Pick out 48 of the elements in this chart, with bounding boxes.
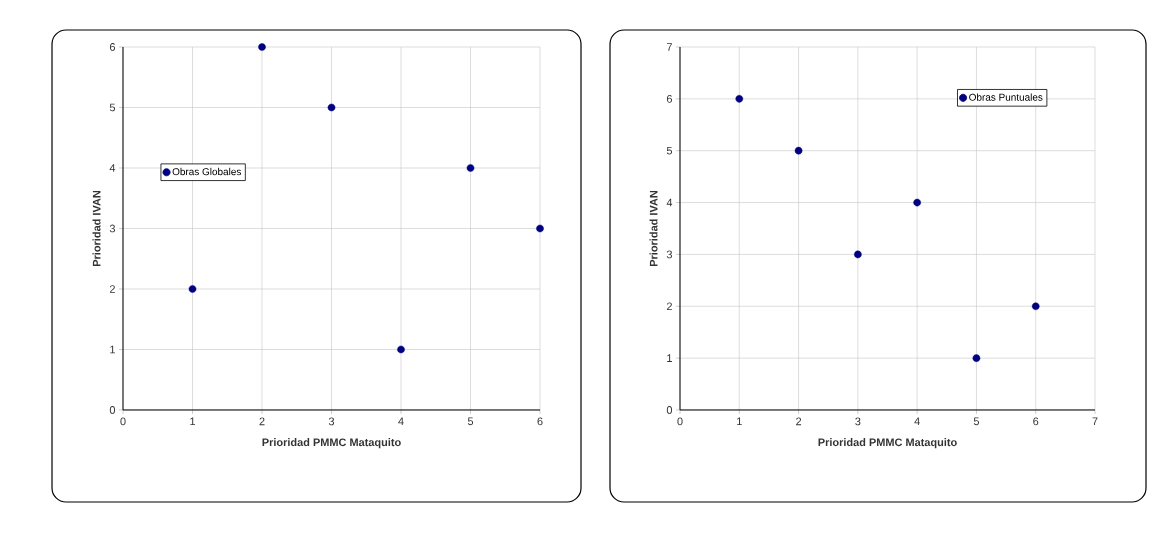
legend-label: Obras Globales xyxy=(172,167,241,176)
point xyxy=(536,224,544,233)
x-axis-title: Prioridad PMMC Mataquito xyxy=(818,438,957,449)
x-tick-label: 5 xyxy=(467,417,474,426)
x-tick-label: 3 xyxy=(855,417,861,426)
y-tick-label: 6 xyxy=(666,94,673,103)
y-axis-title: Prioridad IVAN xyxy=(92,190,101,267)
point xyxy=(188,285,197,293)
y-tick-label: 2 xyxy=(109,285,115,293)
x-tick-label: 2 xyxy=(259,417,265,426)
y-tick-label: 4 xyxy=(666,198,673,207)
x-tick-label: 6 xyxy=(537,417,543,426)
point xyxy=(466,164,475,172)
point xyxy=(794,146,803,155)
point xyxy=(913,198,921,207)
y-tick-label: 0 xyxy=(666,406,673,414)
y-tick-label: 3 xyxy=(666,250,673,259)
y-tick-label: 1 xyxy=(110,345,115,354)
y-tick-label: 5 xyxy=(109,103,116,112)
point xyxy=(735,95,744,103)
x-tick-label: 1 xyxy=(190,417,196,426)
point xyxy=(327,103,336,112)
point xyxy=(972,354,981,362)
point xyxy=(397,345,405,354)
y-tick-label: 6 xyxy=(109,43,116,51)
y-axis-title: Prioridad IVAN xyxy=(649,190,658,267)
x-tick-label: 2 xyxy=(796,417,802,426)
y-tick-label: 3 xyxy=(109,224,116,233)
point xyxy=(258,43,266,51)
y-tick-label: 0 xyxy=(109,406,116,414)
y-tick-label: 4 xyxy=(109,164,116,172)
y-tick-label: 5 xyxy=(666,146,673,155)
y-tick-label: 7 xyxy=(666,43,672,51)
y-tick-label: 1 xyxy=(667,354,672,362)
x-tick-label: 4 xyxy=(398,417,404,426)
x-tick-label: 3 xyxy=(328,417,335,426)
x-axis-title: Prioridad PMMC Mataquito xyxy=(262,438,401,449)
x-tick-label: 5 xyxy=(973,417,980,426)
x-tick-label: 0 xyxy=(677,417,683,426)
y-tick-label: 2 xyxy=(666,302,672,311)
x-tick-label: 6 xyxy=(1033,417,1039,426)
x-tick-label: 0 xyxy=(120,417,126,426)
point xyxy=(854,250,862,259)
point xyxy=(1031,302,1040,311)
x-tick-label: 7 xyxy=(1092,417,1098,426)
x-tick-label: 1 xyxy=(737,417,742,426)
x-tick-label: 4 xyxy=(914,417,920,426)
legend-label: Obras Puntuales xyxy=(969,93,1043,101)
